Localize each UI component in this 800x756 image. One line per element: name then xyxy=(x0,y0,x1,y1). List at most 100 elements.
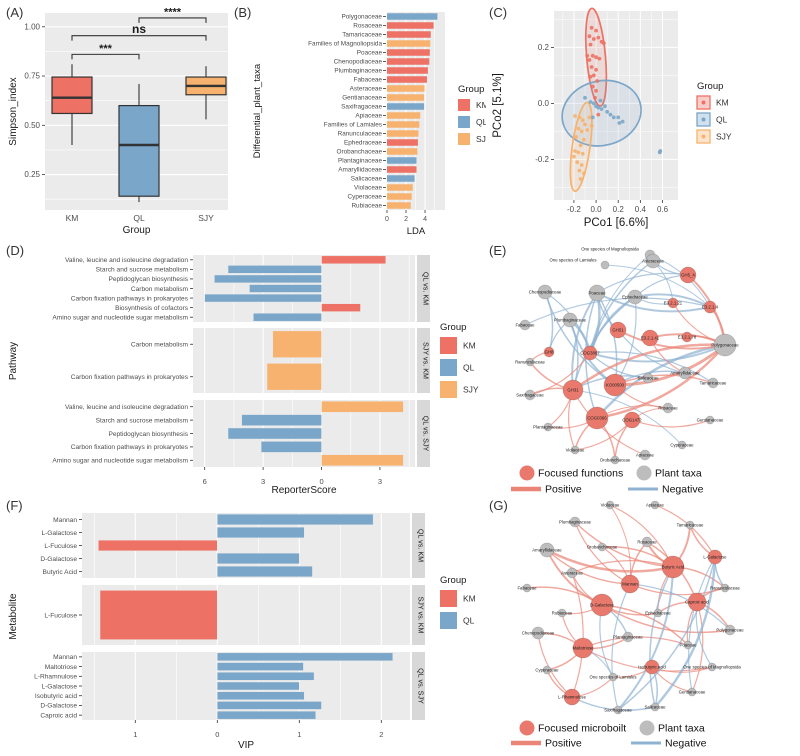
svg-text:Focused microboilt: Focused microboilt xyxy=(538,723,626,735)
svg-text:D-Galactose: D-Galactose xyxy=(40,556,77,563)
svg-text:0.2: 0.2 xyxy=(613,205,625,214)
svg-text:2: 2 xyxy=(404,216,408,223)
svg-text:Simpson_index: Simpson_index xyxy=(8,77,19,145)
svg-text:L-Rhamnulose: L-Rhamnulose xyxy=(34,674,77,681)
svg-text:PCo1 [6.6%]: PCo1 [6.6%] xyxy=(584,217,649,229)
svg-text:Rosaceae: Rosaceae xyxy=(658,406,678,411)
svg-text:E3.2.1.4: E3.2.1.4 xyxy=(702,305,719,310)
svg-text:Poaceae: Poaceae xyxy=(589,291,607,296)
svg-text:Amaryllidaceae: Amaryllidaceae xyxy=(670,371,700,376)
svg-text:Amaryllidaceae: Amaryllidaceae xyxy=(338,167,382,174)
svg-text:0.75: 0.75 xyxy=(24,72,40,81)
panel-c-tag: (C) xyxy=(489,5,508,20)
svg-text:***: *** xyxy=(99,43,113,55)
svg-text:L-Galactose: L-Galactose xyxy=(41,530,77,537)
svg-text:Maltotriose: Maltotriose xyxy=(45,664,78,671)
svg-text:0: 0 xyxy=(385,216,389,223)
svg-text:One species of Magnoliopsida: One species of Magnoliopsida xyxy=(581,247,639,252)
svg-text:Asteraceae: Asteraceae xyxy=(642,259,664,264)
svg-text:Group: Group xyxy=(440,575,466,586)
svg-text:Negative: Negative xyxy=(662,484,704,496)
svg-text:Rosaceae: Rosaceae xyxy=(637,540,657,545)
panel-e-chart: One species of Magnoliopsida One species … xyxy=(511,247,739,496)
svg-text:Group: Group xyxy=(123,225,151,236)
svg-text:Chenopodiaceae: Chenopodiaceae xyxy=(529,290,562,295)
svg-text:E3.2.1.21: E3.2.1.21 xyxy=(664,301,683,306)
svg-text:QL vs. KM: QL vs. KM xyxy=(417,529,426,562)
svg-text:COG0366: COG0366 xyxy=(587,416,607,421)
panel-f-vip: (F) Mannan L-Galactose L-Fuculose D-Galacto… xyxy=(4,497,482,756)
svg-text:Salicaceae: Salicaceae xyxy=(644,705,666,710)
svg-text:Peptidoglycan biosynthesis: Peptidoglycan biosynthesis xyxy=(108,276,188,283)
svg-text:Saxifragaceae: Saxifragaceae xyxy=(516,393,544,398)
svg-text:Ephedraceae: Ephedraceae xyxy=(344,140,382,147)
panel-e-network-functions: (E) One species of Magnoliopsida One spec… xyxy=(487,242,800,497)
svg-text:0.25: 0.25 xyxy=(24,170,40,179)
svg-text:0.6: 0.6 xyxy=(657,205,669,214)
svg-text:L-Galactose: L-Galactose xyxy=(41,683,77,690)
panel-g-chart: Violaceae Apiaceae Plumbaginaceae Tamaricac… xyxy=(511,500,744,750)
panel-b-lda-bars: (B) 0 2 4 Polygonaceae Rosaceae Tamaricaceae F… xyxy=(232,4,486,244)
panel-c-chart: -0.2 0.0 0.2 0.4 0.6 -0.2 0.0 0.2 PCo1 [6.6%] PCo… xyxy=(492,7,732,229)
svg-text:SJY: SJY xyxy=(476,134,486,144)
svg-text:Amino sugar and nucleotide sug: Amino sugar and nucleotide sugar metabol… xyxy=(52,458,188,465)
svg-text:KO00500: KO00500 xyxy=(606,383,625,388)
svg-text:Polygonaceae: Polygonaceae xyxy=(341,14,382,21)
svg-text:Orobanchaceae: Orobanchaceae xyxy=(337,149,383,156)
svg-text:Ranunculaceae: Ranunculaceae xyxy=(338,131,383,138)
svg-text:0.50: 0.50 xyxy=(24,121,40,130)
svg-text:Cyperaceae: Cyperaceae xyxy=(535,668,559,673)
svg-text:Positive: Positive xyxy=(545,738,582,750)
svg-text:ReporterScore: ReporterScore xyxy=(271,485,336,494)
svg-text:QL vs. SJY: QL vs. SJY xyxy=(422,416,431,452)
svg-text:Plant taxa: Plant taxa xyxy=(658,723,705,735)
svg-text:GH8: GH8 xyxy=(545,350,554,355)
panel-g-tag: (G) xyxy=(489,498,508,513)
svg-text:Gentianaceae: Gentianaceae xyxy=(697,418,724,423)
svg-text:Plantaginaceae: Plantaginaceae xyxy=(613,635,643,640)
svg-text:D-Galactose: D-Galactose xyxy=(590,603,614,608)
svg-text:Gentianaceae: Gentianaceae xyxy=(679,690,706,695)
panel-a-chart: 0.25 0.50 0.75 1.00 KM QL SJY *** ns **** Group Sim… xyxy=(8,6,228,236)
svg-text:QL: QL xyxy=(133,213,145,223)
panel-d-tag: (D) xyxy=(6,243,25,258)
svg-text:Isobutyric acid: Isobutyric acid xyxy=(638,665,666,670)
svg-text:Polygonaceae: Polygonaceae xyxy=(716,628,744,633)
svg-text:Cyperaceae: Cyperaceae xyxy=(670,443,694,448)
svg-text:E3.2.1.41: E3.2.1.41 xyxy=(641,336,660,341)
svg-text:GH51: GH51 xyxy=(612,328,624,333)
svg-text:Fabaceae: Fabaceae xyxy=(515,323,535,328)
svg-text:KM: KM xyxy=(476,100,486,110)
svg-text:Salicaceae: Salicaceae xyxy=(637,376,659,381)
svg-text:2: 2 xyxy=(379,730,383,739)
svg-text:Butyric Acid: Butyric Acid xyxy=(662,565,685,570)
svg-text:Carbon fixation pathways in pr: Carbon fixation pathways in prokaryotes xyxy=(71,295,189,302)
svg-text:KM: KM xyxy=(463,594,476,604)
svg-text:Plantaginaceae: Plantaginaceae xyxy=(338,158,383,165)
svg-text:Tamaricaceae: Tamaricaceae xyxy=(677,523,704,528)
panel-c-pcoa: (C) -0.2 0.0 0.2 0.4 0.6 -0.2 0.0 0.2 PCo1 [6.6%… xyxy=(487,4,800,240)
svg-text:Isobutyric acid: Isobutyric acid xyxy=(35,693,77,700)
svg-text:GH5_4: GH5_4 xyxy=(681,273,695,278)
svg-text:1.00: 1.00 xyxy=(24,22,40,31)
svg-text:Mannan: Mannan xyxy=(53,654,77,661)
svg-text:SJY vs. KM: SJY vs. KM xyxy=(417,596,426,633)
svg-text:Fabaceae: Fabaceae xyxy=(517,586,537,591)
svg-text:Valine, leucine and isoleucine: Valine, leucine and isoleucine degradati… xyxy=(65,257,188,264)
svg-text:Families of Lamiales: Families of Lamiales xyxy=(324,122,382,129)
svg-text:Focused functions: Focused functions xyxy=(538,468,623,480)
svg-text:KM: KM xyxy=(716,98,729,108)
svg-text:One species of Lamiales: One species of Lamiales xyxy=(549,258,596,263)
svg-text:Rubiaceae: Rubiaceae xyxy=(351,203,382,210)
svg-text:Maltotriose: Maltotriose xyxy=(572,646,594,651)
svg-text:-0.2: -0.2 xyxy=(535,155,549,164)
svg-text:QL: QL xyxy=(716,115,728,125)
panel-e-tag: (E) xyxy=(489,243,507,258)
svg-text:KM: KM xyxy=(66,213,79,223)
svg-text:SJY vs. KM: SJY vs. KM xyxy=(422,342,431,379)
panel-b-chart: 0 2 4 Polygonaceae Rosaceae Tamaricaceae Famil… xyxy=(252,12,486,237)
svg-text:0.0: 0.0 xyxy=(538,99,550,108)
svg-text:Carbon fixation pathways in pr: Carbon fixation pathways in prokaryotes xyxy=(71,374,189,381)
svg-text:L-Fuculose: L-Fuculose xyxy=(44,612,77,619)
